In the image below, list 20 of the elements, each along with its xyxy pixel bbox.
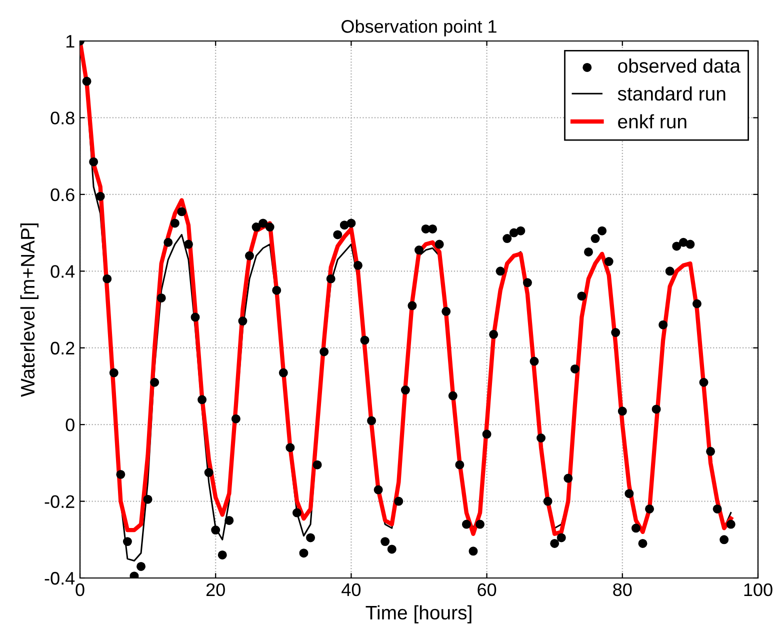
y-tick-label: -0.4 — [44, 572, 75, 585]
y-tick-label: 1 — [66, 35, 74, 48]
y-tick-label: -0.2 — [44, 495, 74, 508]
x-axis-title: Time [hours] — [366, 605, 472, 624]
y-tick-label: 0 — [66, 418, 74, 432]
x-tick-label: 40 — [342, 583, 361, 596]
y-tick-label: 0.6 — [50, 188, 74, 202]
y-tick-label: 0.8 — [50, 112, 74, 124]
chart-title: Observation point 1 — [342, 20, 496, 36]
legend-label: observed data — [618, 58, 741, 73]
y-tick-label: 0.4 — [50, 265, 75, 278]
x-tick-label: 80 — [613, 583, 632, 596]
x-tick-label: 60 — [478, 583, 496, 596]
x-tick-label: 20 — [206, 583, 225, 596]
y-tick-label: 0.2 — [50, 342, 74, 355]
y-axis-title: Waterlevel [m+NAP] — [20, 223, 38, 397]
x-tick-label: 0 — [76, 583, 84, 596]
x-tick-label: 100 — [744, 583, 772, 596]
legend-label: standard run — [618, 86, 726, 101]
legend-label: enkf run — [618, 114, 686, 128]
